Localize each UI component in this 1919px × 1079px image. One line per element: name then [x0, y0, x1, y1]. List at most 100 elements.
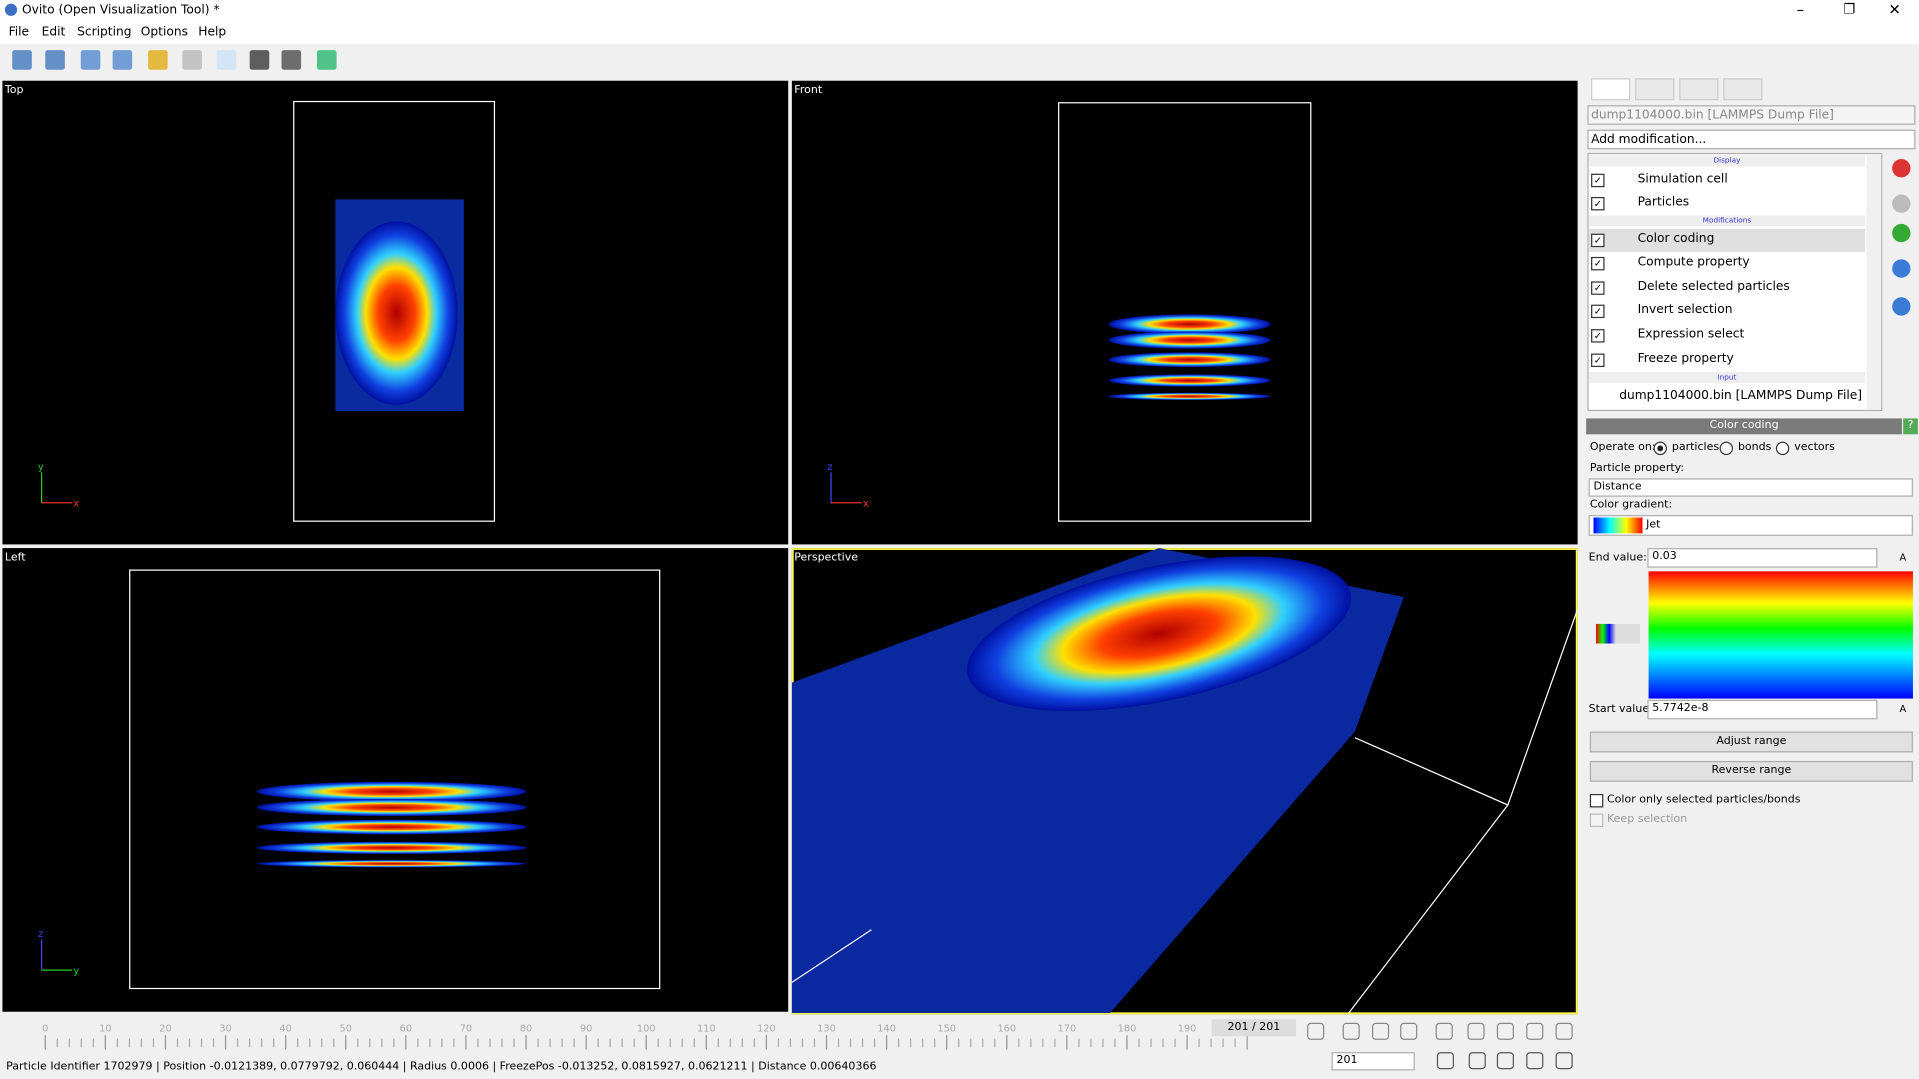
playback-button[interactable] [1467, 1022, 1485, 1040]
playback-button[interactable] [1526, 1022, 1544, 1040]
viewport-button[interactable] [1436, 1052, 1454, 1070]
viewport[interactable]: Front z x [791, 80, 1578, 545]
source-combo[interactable]: dump1104000.bin [LAMMPS Dump File] [1587, 105, 1916, 125]
panel-tab[interactable] [1679, 78, 1719, 101]
gradient-name[interactable]: Jet [1646, 518, 1661, 531]
pipeline-item[interactable]: Expression select [1637, 327, 1745, 342]
label: Color gradient: [1589, 499, 1673, 512]
particles [1108, 352, 1271, 368]
viewport-button[interactable] [1555, 1052, 1573, 1070]
minimize-button[interactable]: – [1796, 1, 1805, 19]
gradient-combo[interactable] [1588, 515, 1913, 536]
playback-button[interactable] [1307, 1022, 1325, 1040]
restore-button[interactable]: ❐ [1843, 1, 1856, 18]
viewport[interactable]: Perspective [791, 548, 1578, 1015]
frame-display[interactable]: 201 / 201 [1211, 1019, 1297, 1037]
checkbox[interactable]: ✓ [1591, 233, 1605, 248]
frame-spinner[interactable]: 201 [1331, 1052, 1415, 1071]
checkbox[interactable]: ✓ [1591, 329, 1605, 343]
menu-item[interactable]: Help [198, 25, 227, 40]
viewport-button[interactable] [1468, 1052, 1486, 1070]
viewport-label: Top [4, 83, 24, 96]
pipeline-item[interactable]: Compute property [1637, 255, 1750, 270]
playback-button[interactable] [1555, 1022, 1573, 1040]
toolbar-button[interactable] [45, 50, 65, 70]
toolbar-button[interactable] [12, 50, 32, 70]
panel-tab[interactable] [1723, 78, 1763, 101]
reverse-button[interactable]: Reverse range [1589, 760, 1913, 782]
pipeline-item[interactable]: Particles [1637, 195, 1690, 210]
radio-label[interactable]: vectors [1794, 441, 1835, 454]
toolbar-button[interactable] [182, 50, 202, 70]
radio-button[interactable] [1653, 441, 1667, 456]
viewport-button[interactable] [1496, 1052, 1514, 1070]
toolbar-button[interactable] [216, 50, 237, 70]
toolbar-button[interactable] [80, 50, 101, 70]
panel-tab[interactable] [1591, 78, 1631, 101]
checkbox[interactable]: ✓ [1591, 353, 1605, 368]
menu-item[interactable]: File [8, 25, 30, 40]
gradient-icon[interactable] [1595, 623, 1641, 644]
viewport[interactable]: Top y x [2, 80, 789, 545]
timeline-label: 160 [997, 1023, 1016, 1034]
toolbar-button[interactable] [112, 50, 133, 70]
radio-label[interactable]: bonds [1737, 441, 1772, 454]
gradient-swatch [1593, 517, 1643, 534]
value-input[interactable]: 0.03 [1647, 548, 1878, 568]
toolbar-button[interactable] [148, 50, 168, 70]
simulation-cell [293, 100, 496, 522]
title-bar [0, 0, 1919, 23]
pipeline-item[interactable]: Invert selection [1637, 303, 1733, 317]
playback-button[interactable] [1435, 1022, 1453, 1040]
timeline-label: 50 [340, 1023, 352, 1034]
checkbox[interactable] [1589, 793, 1604, 808]
viewport[interactable]: Left z y [2, 548, 789, 1012]
radio-button[interactable] [1775, 441, 1790, 456]
playback-button[interactable] [1496, 1022, 1514, 1040]
viewport-button[interactable] [1526, 1052, 1544, 1070]
playback-button[interactable] [1400, 1022, 1418, 1040]
help-button[interactable]: ? [1903, 418, 1918, 435]
viewport-label: Perspective [794, 550, 858, 563]
timeline-label: 20 [159, 1023, 171, 1034]
checkbox-label[interactable]: Color only selected particles/bonds [1606, 793, 1801, 807]
checkbox[interactable]: ✓ [1591, 173, 1605, 188]
timeline-label: 180 [1118, 1023, 1137, 1034]
checkbox[interactable]: ✓ [1591, 304, 1605, 319]
side-button[interactable] [1892, 159, 1911, 178]
axis-label: z [827, 462, 832, 473]
toolbar-button[interactable] [249, 50, 270, 70]
pipeline-item[interactable]: Freeze property [1637, 352, 1734, 366]
property-combo[interactable]: Distance [1588, 478, 1913, 497]
close-button[interactable]: ✕ [1888, 1, 1901, 19]
toolbar-button[interactable] [316, 50, 337, 70]
pipeline-item[interactable]: Delete selected particles [1637, 280, 1790, 294]
playback-button[interactable] [1342, 1022, 1360, 1040]
side-button[interactable] [1892, 223, 1911, 243]
panel-tab[interactable] [1635, 78, 1675, 101]
radio-label[interactable]: particles [1671, 441, 1720, 454]
radio-button[interactable] [1719, 441, 1734, 456]
side-button[interactable] [1892, 194, 1911, 213]
viewport-label: Front [794, 83, 823, 96]
timeline-label: 70 [460, 1023, 472, 1034]
menu-item[interactable]: Options [140, 25, 188, 40]
menu-item[interactable]: Scripting [77, 25, 132, 40]
timeline[interactable]: 0 10 20 30 40 50 60 70 80 90 100 110 120 130 140 150 160… [37, 1018, 1261, 1055]
side-button[interactable] [1892, 297, 1911, 316]
add-modification-combo[interactable]: Add modification... [1587, 129, 1916, 150]
checkbox[interactable]: ✓ [1591, 281, 1605, 295]
adjust-button[interactable]: Adjust range [1589, 731, 1913, 753]
checkbox[interactable]: ✓ [1591, 256, 1605, 271]
pipeline-item[interactable]: Simulation cell [1637, 172, 1728, 186]
checkbox[interactable]: ✓ [1591, 196, 1605, 211]
value-input[interactable]: 5.7742e-8 [1647, 699, 1878, 720]
playback-button[interactable] [1371, 1022, 1390, 1040]
menu-item[interactable]: Edit [41, 25, 66, 40]
side-button[interactable] [1892, 259, 1911, 278]
pipeline-item[interactable]: dump1104000.bin [LAMMPS Dump File] [1619, 389, 1863, 403]
toolbar-button[interactable] [281, 50, 302, 70]
particles [1108, 314, 1271, 334]
checkbox [1589, 813, 1604, 828]
pipeline-item[interactable]: Color coding [1637, 232, 1715, 246]
